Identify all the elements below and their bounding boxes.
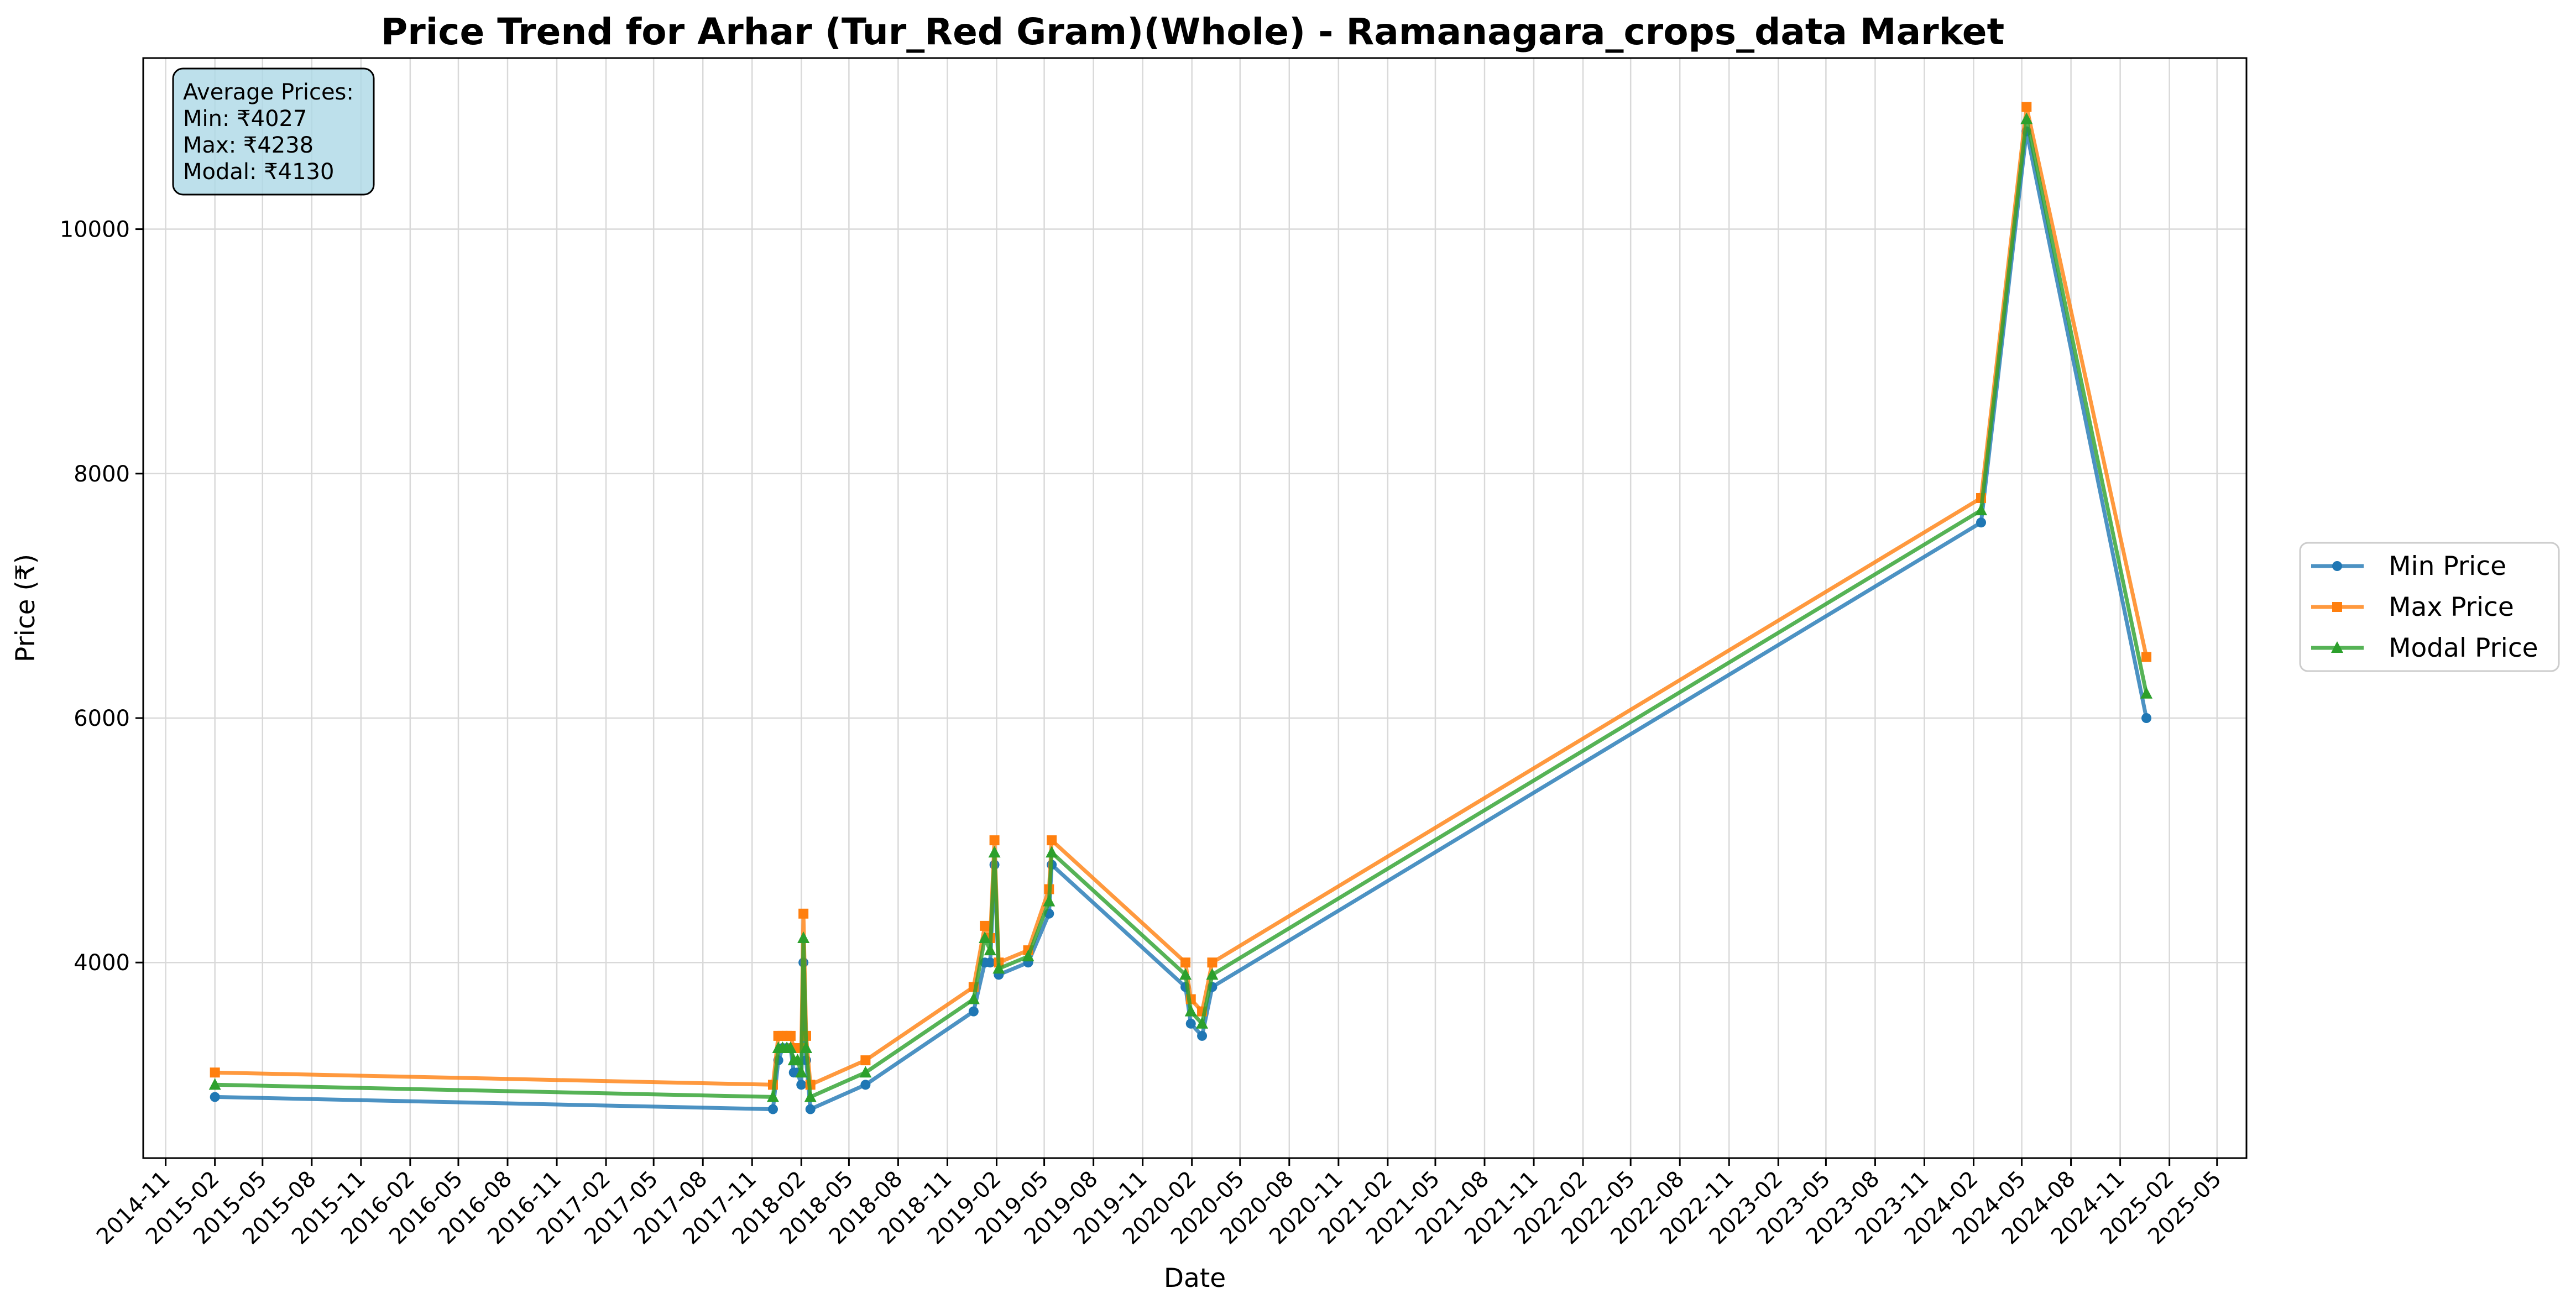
data-point-min-price	[968, 1006, 979, 1017]
data-point-modal-price	[2020, 112, 2033, 124]
data-point-modal-price	[795, 1066, 808, 1078]
data-point-modal-price	[208, 1078, 221, 1090]
data-point-modal-price	[967, 992, 980, 1004]
data-point-modal-price	[1022, 950, 1034, 962]
legend-marker-min-price	[2332, 561, 2342, 571]
stats-modal: Modal: ₹4130	[183, 159, 334, 185]
data-point-modal-price	[800, 1041, 812, 1053]
legend-marker-max-price	[2332, 602, 2342, 612]
data-point-max-price	[210, 1067, 220, 1078]
series-max-price	[210, 102, 2152, 1090]
stats-min: Min: ₹4027	[183, 106, 307, 132]
data-point-min-price	[2141, 713, 2152, 723]
data-point-modal-price	[988, 846, 1001, 858]
data-point-modal-price	[804, 1090, 817, 1102]
legend-frame	[2299, 542, 2560, 672]
x-axis-label: Date	[1164, 1263, 1226, 1294]
stats-heading: Average Prices:	[183, 80, 354, 105]
data-point-min-price	[985, 957, 995, 968]
chart-title: Price Trend for Arhar (Tur_Red Gram)(Who…	[381, 11, 2004, 53]
y-tick-label: 6000	[74, 706, 130, 731]
average-prices-box: Average Prices: Min: ₹4027 Max: ₹4238 Mo…	[172, 67, 375, 196]
data-point-modal-price	[1043, 894, 1056, 907]
data-point-modal-price	[784, 1041, 797, 1053]
plot-area-frame	[142, 57, 2248, 1159]
data-point-modal-price	[797, 931, 810, 943]
data-point-modal-price	[1206, 968, 1219, 980]
data-point-max-price	[989, 835, 1000, 846]
data-point-min-price	[1185, 1018, 1196, 1029]
data-point-modal-price	[766, 1090, 779, 1102]
data-point-modal-price	[1196, 1017, 1209, 1029]
data-point-modal-price	[859, 1066, 872, 1078]
data-point-min-price	[767, 1104, 778, 1114]
data-point-modal-price	[1975, 504, 1988, 516]
data-point-min-price	[805, 1104, 816, 1114]
data-point-modal-price	[1184, 1004, 1197, 1017]
legend-label-max-price: Max Price	[2389, 592, 2514, 622]
data-point-min-price	[1976, 517, 1987, 528]
series-modal-price	[208, 112, 2153, 1102]
data-point-max-price	[785, 1030, 796, 1041]
data-point-max-price	[2021, 102, 2032, 112]
data-point-min-price	[1197, 1030, 1208, 1041]
data-point-modal-price	[992, 962, 1005, 974]
y-tick-label: 4000	[74, 950, 130, 976]
data-point-max-price	[980, 920, 990, 931]
y-axis-label: Price (₹)	[11, 554, 41, 662]
data-point-modal-price	[979, 931, 991, 943]
data-point-max-price	[1207, 957, 1218, 968]
y-tick-label: 10000	[60, 217, 130, 243]
data-point-min-price	[796, 1080, 807, 1090]
data-point-max-price	[1180, 957, 1191, 968]
data-point-modal-price	[791, 1054, 804, 1066]
data-point-modal-price	[2140, 687, 2153, 699]
legend-label-modal-price: Modal Price	[2389, 633, 2538, 663]
data-series	[208, 102, 2153, 1114]
data-point-max-price	[2141, 652, 2152, 662]
grid-lines	[143, 58, 2246, 1158]
legend: Min Price Max Price Modal Price	[2299, 542, 2560, 672]
data-point-modal-price	[984, 944, 996, 956]
data-point-max-price	[798, 908, 809, 919]
legend-marker-modal-price	[2331, 641, 2343, 653]
data-point-modal-price	[1046, 846, 1058, 858]
data-point-min-price	[210, 1092, 220, 1102]
data-point-min-price	[860, 1080, 871, 1090]
legend-label-min-price: Min Price	[2389, 551, 2506, 582]
legend-items: Min Price Max Price Modal Price	[2311, 551, 2538, 663]
data-point-modal-price	[1179, 968, 1192, 980]
data-point-max-price	[860, 1055, 871, 1066]
stats-max: Max: ₹4238	[183, 133, 313, 158]
data-point-max-price	[1047, 835, 1057, 846]
y-axis-ticks: 4000 6000 8000 10000	[60, 217, 143, 976]
average-prices-box-background	[172, 67, 375, 196]
y-tick-label: 8000	[74, 462, 130, 487]
